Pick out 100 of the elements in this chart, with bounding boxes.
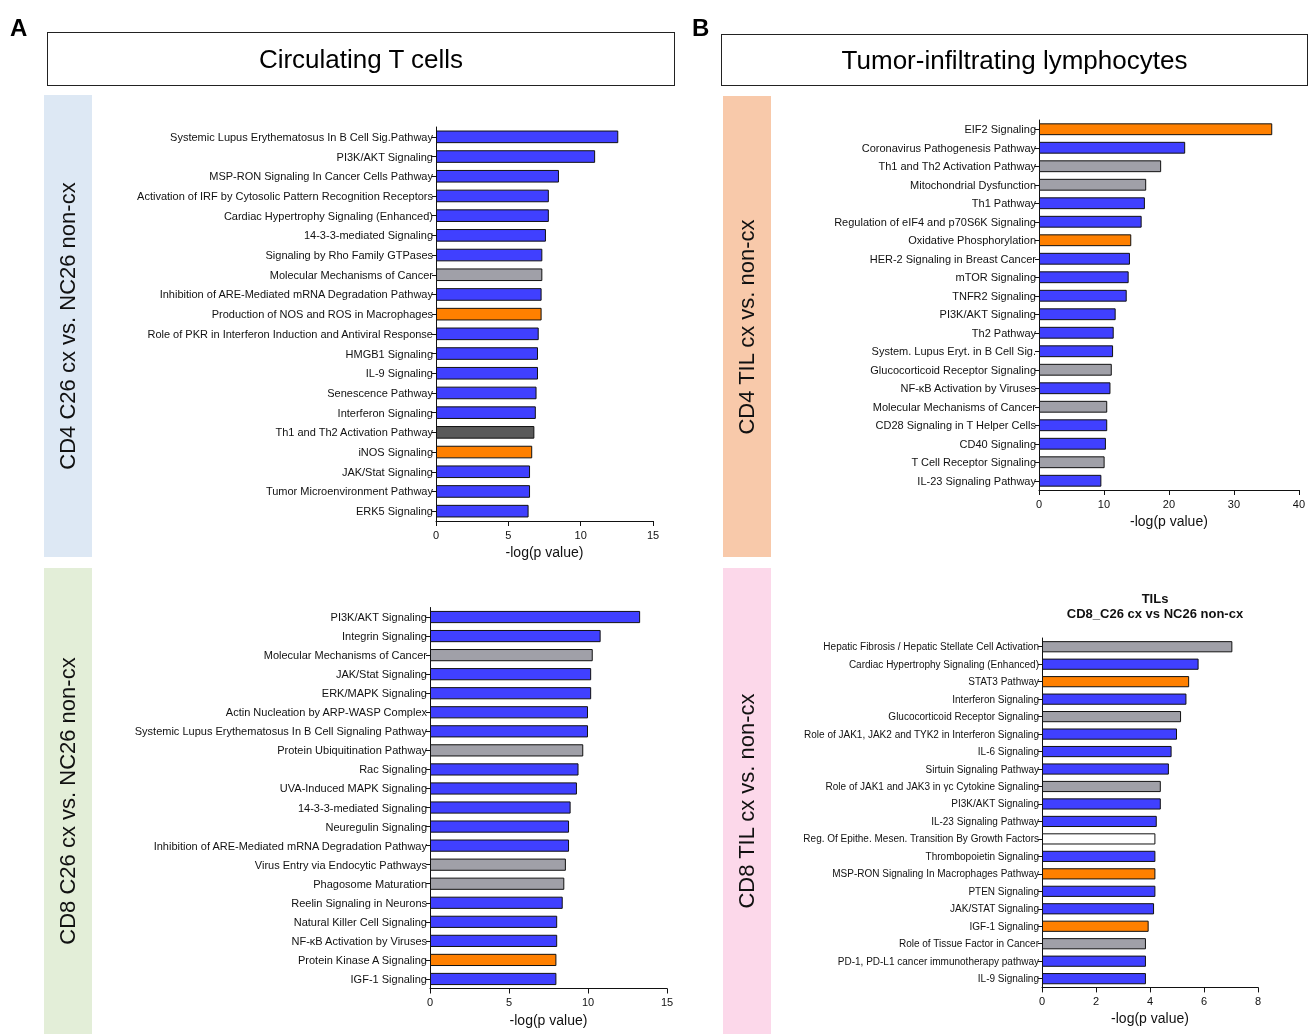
x-axis-title: -log(p value)	[505, 544, 584, 560]
y-tick-label: Senescence Pathway	[327, 386, 434, 399]
y-tick-label: TNFR2 Signaling	[952, 289, 1036, 302]
y-tick-label: Molecular Mechanisms of Cancer	[263, 649, 428, 662]
y-tick-label: HMGB1 Signaling	[345, 347, 433, 360]
x-tick-label: 0	[1038, 994, 1046, 1007]
y-tick-label: Oxidative Phosphorylation	[908, 234, 1036, 247]
y-tick-label: Th1 and Th2 Activation Pathway	[275, 426, 434, 439]
y-tick-label: Systemic Lupus Erythematosus In B Cell Sig.Pathway	[170, 130, 434, 143]
y-tick-label: STAT3 Pathway	[968, 676, 1039, 688]
y-tick-label: IGF-1 Signaling	[350, 972, 427, 985]
y-tick-label: IL-23 Signaling Pathway	[917, 474, 1037, 487]
text: Circulating T cells	[47, 32, 675, 86]
y-tick-label: Reelin Signaling in Neurons	[291, 896, 428, 909]
x-tick-label: 10	[1097, 497, 1111, 510]
y-tick-label: Mitochondrial Dysfunction	[910, 178, 1036, 191]
y-tick-label: Thrombopoietin Signaling	[925, 850, 1039, 862]
y-tick-label: Natural Killer Cell Signaling	[293, 915, 427, 928]
x-tick-label: 20	[1162, 497, 1176, 510]
y-tick-label: IL-23 Signaling Pathway	[931, 815, 1039, 827]
y-tick-label: IL-9 Signaling	[365, 367, 433, 380]
text: Tumor-infiltrating lymphocytes	[721, 34, 1308, 86]
y-tick-label: Rac Signaling	[359, 763, 427, 776]
y-tick-label: Virus Entry via Endocytic Pathways	[254, 858, 428, 871]
y-tick-label: Protein Ubiquitination Pathway	[277, 744, 428, 757]
x-tick-label: 15	[660, 996, 674, 1008]
y-tick-label: CD28 Signaling in T Helper Cells	[875, 419, 1037, 432]
y-tick-label: PI3K/AKT Signaling	[336, 150, 433, 163]
y-tick-label: PI3K/AKT Signaling	[939, 308, 1036, 321]
y-tick-label: Molecular Mechanisms of Cancer	[269, 268, 434, 281]
y-tick-label: Role of JAK1 and JAK3 in γc Cytokine Signaling	[825, 780, 1039, 792]
y-tick-label: Signaling by Rho Family GTPases	[265, 249, 434, 262]
y-tick-label: Molecular Mechanisms of Cancer	[872, 400, 1037, 413]
x-tick-label: 2	[1092, 994, 1100, 1007]
y-tick-label: Actin Nucleation by ARP-WASP Complex	[225, 706, 428, 719]
x-axis-title: -log(p value)	[1111, 1010, 1189, 1027]
x-tick-label: 15	[646, 528, 660, 541]
y-tick-label: Inhibition of ARE-Mediated mRNA Degradation Pathway	[153, 839, 428, 852]
y-tick-label: Phagosome Maturation	[313, 877, 427, 890]
y-tick-label: Glucocorticoid Receptor Signaling	[870, 363, 1036, 376]
y-tick-label: Systemic Lupus Erythematosus In B Cell Signaling Pathway	[134, 725, 428, 738]
y-tick-label: Role of Tissue Factor in Cancer	[898, 938, 1040, 950]
y-tick-label: IGF-1 Signaling	[969, 920, 1039, 932]
chart-subtitle: CD8_C26 cx vs NC26 non-cx	[1066, 606, 1244, 621]
x-tick-label: 40	[1292, 497, 1306, 510]
x-tick-label: 5	[505, 528, 512, 541]
y-tick-label: PD-1, PD-L1 cancer immunotherapy pathway	[837, 955, 1039, 967]
y-tick-label: System. Lupus Eryt. in B Cell Sig.	[871, 345, 1036, 358]
y-tick-label: JAK/STAT Signaling	[950, 903, 1039, 915]
x-axis-title: -log(p value)	[1130, 513, 1208, 529]
y-tick-label: NF-κB Activation by Viruses	[900, 382, 1037, 395]
y-tick-label: Th2 Pathway	[971, 326, 1037, 339]
y-axis-title: CD8 C26 cx vs. NC26 non-cx	[55, 657, 81, 945]
y-tick-label: IL-6 Signaling	[977, 746, 1039, 758]
x-tick-label: 4	[1146, 994, 1154, 1007]
y-tick-label: UVA-Induced MAPK Signaling	[279, 782, 427, 795]
y-tick-label: Sirtuin Signaling Pathway	[925, 763, 1039, 775]
y-tick-label: Reg. Of Epithe. Mesen. Transition By Growth Factors	[803, 833, 1039, 845]
y-tick-label: JAK/Stat Signaling	[341, 465, 433, 478]
y-tick-label: Interferon Signaling	[337, 406, 433, 419]
x-tick-label: 30	[1227, 497, 1241, 510]
y-tick-label: mTOR Signaling	[955, 271, 1036, 284]
y-axis-title: CD4 C26 cx vs. NC26 non-cx	[55, 182, 81, 470]
y-tick-label: Protein Kinase A Signaling	[297, 953, 427, 966]
x-tick-label: 10	[574, 528, 587, 541]
y-tick-label: Integrin Signaling	[341, 630, 427, 643]
y-tick-label: Regulation of eIF4 and p70S6K Signaling	[834, 215, 1036, 228]
text: B	[692, 14, 710, 42]
chart-title: TILs	[1141, 591, 1169, 606]
y-tick-label: MSP-RON Signaling In Cancer Cells Pathway	[209, 170, 434, 183]
y-tick-label: NF-κB Activation by Viruses	[291, 934, 428, 947]
y-tick-label: ERK5 Signaling	[355, 505, 433, 518]
y-tick-label: Glucocorticoid Receptor Signaling	[888, 711, 1039, 723]
y-tick-label: Cardiac Hypertrophy Signaling (Enhanced)	[848, 658, 1039, 670]
y-tick-label: Th1 and Th2 Activation Pathway	[878, 160, 1037, 173]
y-tick-label: Coronavirus Pathogenesis Pathway	[861, 141, 1037, 154]
x-tick-label: 5	[505, 996, 513, 1008]
y-tick-label: HER-2 Signaling in Breast Cancer	[869, 252, 1037, 265]
x-tick-label: 0	[432, 528, 440, 541]
y-tick-label: ERK/MAPK Signaling	[321, 687, 427, 700]
y-tick-label: Hepatic Fibrosis / Hepatic Stellate Cell Activation	[823, 641, 1039, 653]
y-tick-label: Role of PKR in Interferon Induction and Antiviral Response	[147, 327, 433, 340]
y-axis-title: CD8 TIL cx vs. non-cx	[734, 693, 760, 909]
y-tick-label: iNOS Signaling	[358, 446, 433, 459]
y-tick-label: Activation of IRF by Cytosolic Pattern Recognition Receptors	[137, 189, 434, 202]
y-tick-label: Inhibition of ARE-Mediated mRNA Degradation Pathway	[159, 288, 434, 301]
y-tick-label: MSP-RON Signaling In Macrophages Pathway	[832, 868, 1039, 880]
y-tick-label: PI3K/AKT Signaling	[951, 798, 1039, 810]
y-tick-label: Tumor Microenvironment Pathway	[265, 485, 434, 498]
y-tick-label: CD40 Signaling	[959, 437, 1036, 450]
x-axis-title: -log(p value)	[509, 1011, 588, 1028]
y-tick-label: JAK/Stat Signaling	[335, 668, 427, 681]
y-tick-label: EIF2 Signaling	[964, 123, 1036, 136]
y-tick-label: T Cell Receptor Signaling	[911, 456, 1036, 469]
y-tick-label: Role of JAK1, JAK2 and TYK2 in Interferon Signaling	[804, 728, 1039, 740]
y-tick-label: 14-3-3-mediated Signaling	[303, 229, 433, 242]
y-tick-label: Cardiac Hypertrophy Signaling (Enhanced)	[223, 209, 433, 222]
y-tick-label: Production of NOS and ROS in Macrophages	[211, 308, 434, 321]
y-tick-label: 14-3-3-mediated Signaling	[297, 801, 427, 814]
x-tick-label: 0	[1035, 497, 1043, 510]
